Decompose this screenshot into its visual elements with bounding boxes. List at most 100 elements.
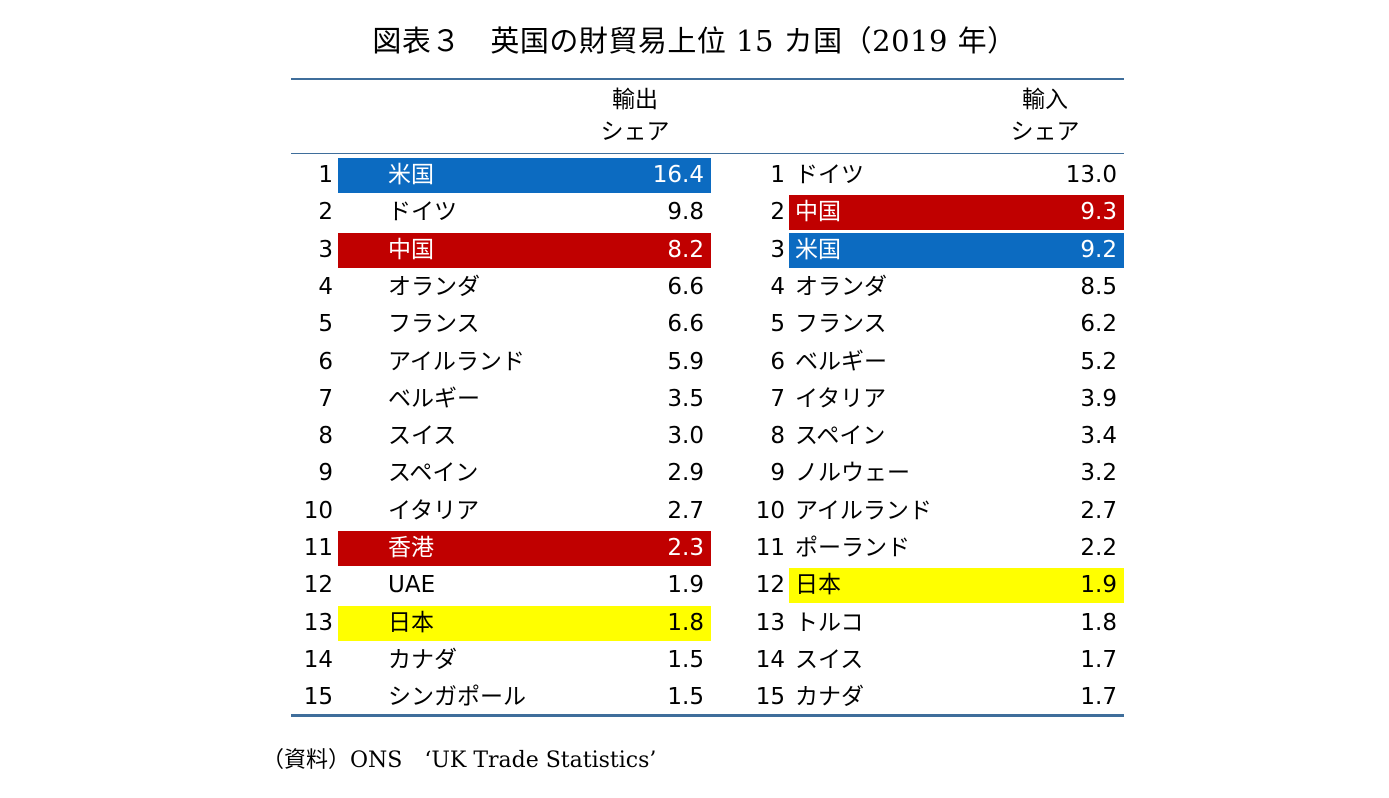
highlight-bar	[789, 568, 1124, 604]
import-row: 1 ドイツ 13.0	[745, 157, 1124, 194]
share-value: 5.9	[667, 348, 704, 375]
country-name: スイス	[388, 423, 457, 450]
share-value: 3.0	[667, 423, 704, 450]
import-row: 13 トルコ 1.8	[745, 605, 1124, 642]
country-name: 米国	[388, 162, 434, 188]
share-value: 2.7	[667, 497, 704, 524]
rank-number: 12	[303, 572, 333, 599]
import-row: 5 フランス 6.2	[745, 306, 1124, 343]
share-value: 3.4	[1080, 423, 1117, 450]
rank-number: 9	[770, 460, 785, 487]
share-value: 1.9	[1080, 572, 1117, 599]
export-row: 9 スペイン 2.9	[291, 455, 711, 492]
import-row: 7 イタリア 3.9	[745, 381, 1124, 418]
rank-number: 10	[303, 497, 333, 524]
country-name: オランダ	[795, 273, 887, 300]
table-top-rule	[291, 78, 1124, 80]
highlight-bar	[338, 531, 711, 566]
share-value: 1.8	[1080, 609, 1117, 636]
rank-number: 15	[303, 684, 333, 711]
rank-number: 5	[318, 311, 333, 338]
highlight-bar	[789, 232, 1124, 268]
export-row: 6 アイルランド 5.9	[291, 344, 711, 381]
rank-number: 13	[303, 609, 333, 636]
share-value: 9.2	[1080, 236, 1117, 263]
country-name: フランス	[795, 311, 887, 338]
rank-number: 11	[755, 535, 785, 561]
share-value: 2.9	[667, 460, 704, 487]
country-name: カナダ	[388, 646, 457, 673]
export-header: 輸出 シェア	[565, 84, 705, 148]
rank-number: 7	[318, 385, 333, 412]
country-name: スペイン	[795, 423, 886, 450]
country-name: カナダ	[795, 684, 864, 711]
rank-number: 3	[770, 236, 785, 263]
export-row: 15 シンガポール 1.5	[291, 679, 711, 716]
share-value: 3.9	[1080, 385, 1117, 412]
country-name: 日本	[388, 609, 434, 636]
import-row: 15 カナダ 1.7	[745, 679, 1124, 716]
import-row: 8 スペイン 3.4	[745, 418, 1124, 455]
export-row: 10 イタリア 2.7	[291, 493, 711, 530]
share-value: 6.6	[667, 311, 704, 338]
export-header-line1: 輸出	[612, 87, 658, 113]
country-name: 日本	[795, 572, 841, 599]
share-value: 16.4	[652, 162, 704, 188]
share-value: 3.5	[667, 385, 704, 412]
rank-number: 1	[770, 162, 785, 188]
export-row: 3 中国 8.2	[291, 232, 711, 269]
export-row: 12 UAE 1.9	[291, 567, 711, 604]
export-row: 14 カナダ 1.5	[291, 642, 711, 679]
import-row: 6 ベルギー 5.2	[745, 344, 1124, 381]
share-value: 2.2	[1080, 535, 1117, 561]
country-name: ベルギー	[795, 348, 887, 375]
country-name: 米国	[795, 236, 841, 263]
rank-number: 12	[755, 572, 785, 599]
export-row: 4 オランダ 6.6	[291, 269, 711, 306]
export-row: 5 フランス 6.6	[291, 306, 711, 343]
country-name: 香港	[388, 535, 434, 561]
highlight-bar	[338, 232, 711, 268]
table-bottom-rule	[291, 714, 1124, 717]
rank-number: 14	[755, 646, 785, 673]
import-header: 輸入 シェア	[975, 84, 1115, 148]
country-name: オランダ	[388, 273, 480, 300]
highlight-bar	[338, 158, 711, 193]
share-value: 1.5	[667, 646, 704, 673]
source-note: （資料）ONS ‘UK Trade Statistics’	[262, 748, 657, 773]
share-value: 2.7	[1080, 497, 1117, 524]
country-name: アイルランド	[795, 497, 932, 524]
country-name: イタリア	[388, 497, 480, 524]
import-row: 14 スイス 1.7	[745, 642, 1124, 679]
share-value: 1.7	[1080, 684, 1117, 711]
import-row: 3 米国 9.2	[745, 232, 1124, 269]
country-name: スイス	[795, 646, 864, 673]
header-divider	[291, 153, 1124, 154]
share-value: 5.2	[1080, 348, 1117, 375]
country-name: トルコ	[795, 609, 864, 636]
rank-number: 15	[755, 684, 785, 711]
rank-number: 5	[770, 311, 785, 338]
import-row: 10 アイルランド 2.7	[745, 493, 1124, 530]
share-value: 1.5	[667, 684, 704, 711]
country-name: シンガポール	[388, 684, 526, 711]
import-row: 12 日本 1.9	[745, 567, 1124, 604]
rank-number: 9	[318, 460, 333, 487]
export-row: 8 スイス 3.0	[291, 418, 711, 455]
rank-number: 8	[318, 423, 333, 450]
export-row: 11 香港 2.3	[291, 530, 711, 567]
rank-number: 2	[770, 199, 785, 226]
rank-number: 11	[303, 535, 333, 561]
rank-number: 4	[770, 273, 785, 300]
share-value: 8.5	[1080, 273, 1117, 300]
import-header-line2: シェア	[1010, 119, 1080, 145]
share-value: 1.8	[667, 609, 704, 636]
import-row: 2 中国 9.3	[745, 194, 1124, 231]
export-header-line2: シェア	[600, 119, 670, 145]
import-row: 4 オランダ 8.5	[745, 269, 1124, 306]
export-row: 1 米国 16.4	[291, 157, 711, 194]
highlight-bar	[338, 605, 711, 641]
country-name: 中国	[795, 199, 841, 226]
rank-number: 7	[770, 385, 785, 412]
share-value: 3.2	[1080, 460, 1117, 487]
